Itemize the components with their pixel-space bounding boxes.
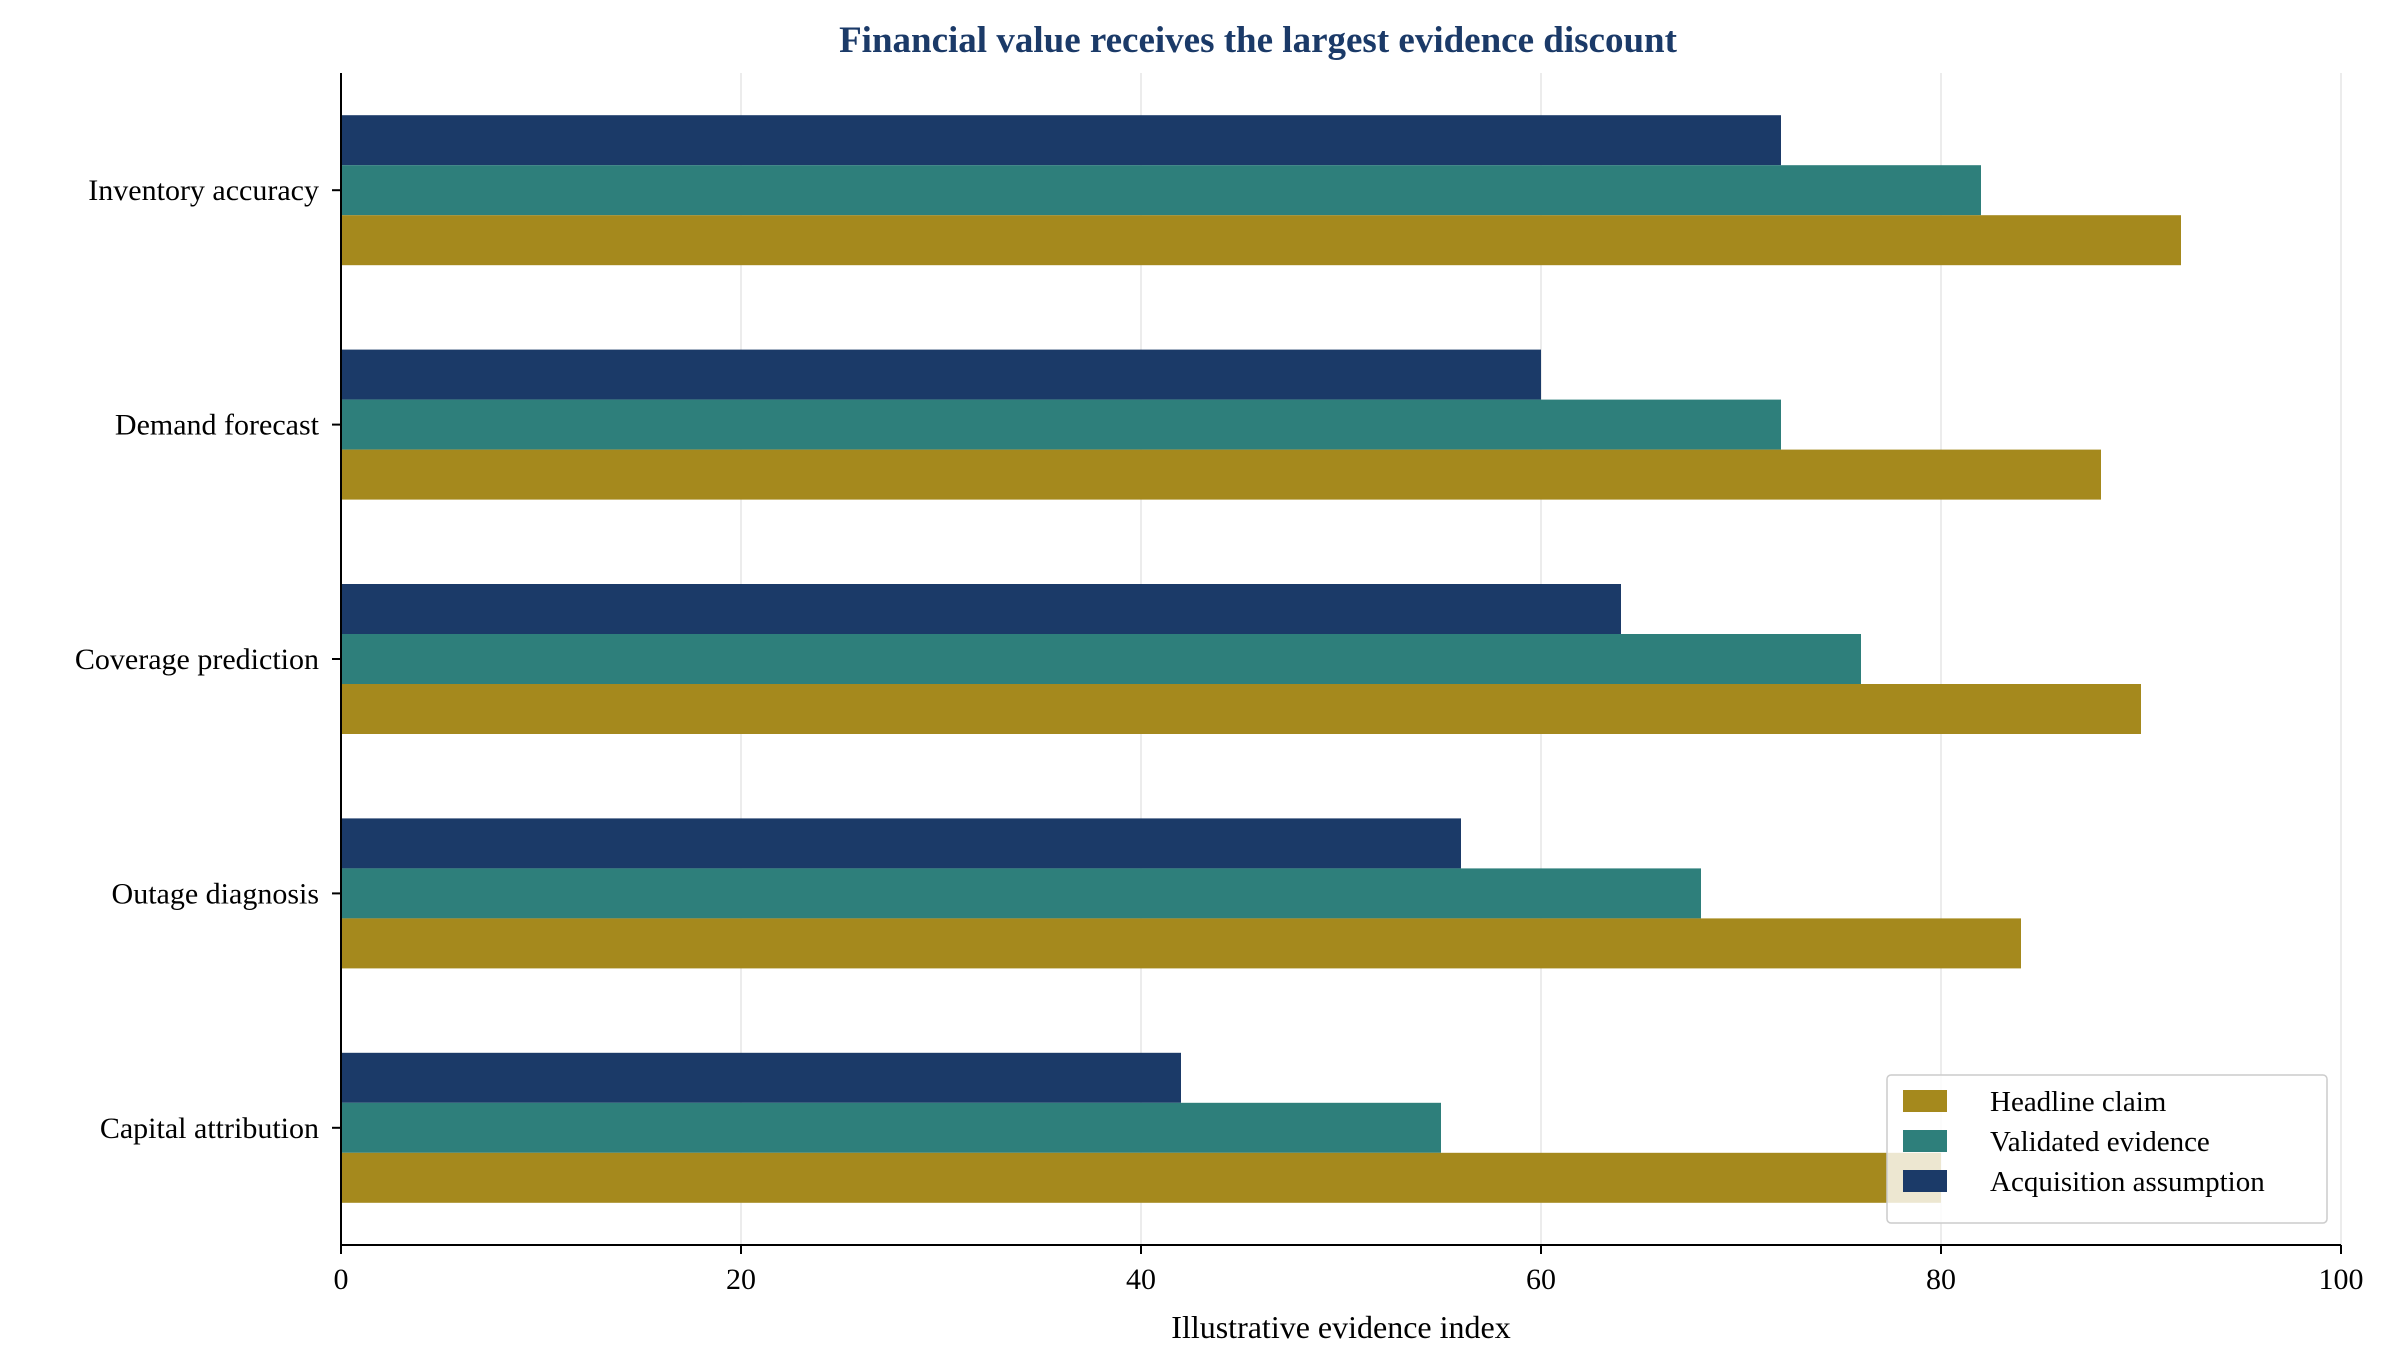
- y-tick-label: Inventory accuracy: [88, 174, 319, 207]
- bar-headline-claim: [341, 684, 2141, 734]
- bar-validated-evidence: [341, 868, 1701, 919]
- bar-validated-evidence: [341, 399, 1781, 450]
- bar-acquisition-assumption: [341, 1052, 1181, 1103]
- x-tick-label: 20: [726, 1263, 756, 1296]
- bar-validated-evidence: [341, 165, 1981, 216]
- chart-title: Financial value receives the largest evi…: [839, 20, 1678, 61]
- legend-swatch: [1903, 1090, 1947, 1112]
- x-tick-label: 80: [1926, 1263, 1956, 1296]
- legend-label: Acquisition assumption: [1990, 1166, 2265, 1198]
- bar-headline-claim: [341, 215, 2181, 266]
- y-tick-label: Capital attribution: [100, 1112, 319, 1145]
- legend-swatch: [1903, 1130, 1947, 1152]
- y-tick-label: Demand forecast: [115, 409, 320, 442]
- x-ticks: 0 20 40 60 80 100: [334, 1245, 2364, 1296]
- bar-acquisition-assumption: [341, 818, 1461, 869]
- bar-validated-evidence: [341, 1102, 1441, 1153]
- y-tick-label: Outage diagnosis: [112, 877, 319, 910]
- x-tick-label: 40: [1126, 1263, 1156, 1296]
- legend-frame: [1886, 1074, 2328, 1224]
- bar-headline-claim: [341, 1152, 1941, 1203]
- bar-validated-evidence: [341, 634, 1861, 684]
- legend-swatch: [1903, 1170, 1947, 1192]
- legend-label: Validated evidence: [1990, 1126, 2210, 1158]
- x-tick-label: 60: [1526, 1263, 1556, 1296]
- bar-headline-claim: [341, 449, 2101, 500]
- x-axis-label: Illustrative evidence index: [1171, 1309, 1510, 1345]
- legend-label: Headline claim: [1990, 1086, 2167, 1118]
- y-ticks: Inventory accuracy Demand forecast Coverag…: [75, 174, 341, 1145]
- bar-acquisition-assumption: [341, 584, 1621, 634]
- bar-headline-claim: [341, 918, 2021, 969]
- bar-acquisition-assumption: [341, 349, 1541, 400]
- bars: [341, 115, 2181, 1203]
- y-tick-label: Coverage prediction: [75, 643, 319, 676]
- bar-acquisition-assumption: [341, 115, 1781, 166]
- legend: Headline claim Validated evidence Acquisit…: [1886, 1074, 2328, 1224]
- x-tick-label: 100: [2319, 1263, 2364, 1296]
- x-tick-label: 0: [334, 1263, 349, 1296]
